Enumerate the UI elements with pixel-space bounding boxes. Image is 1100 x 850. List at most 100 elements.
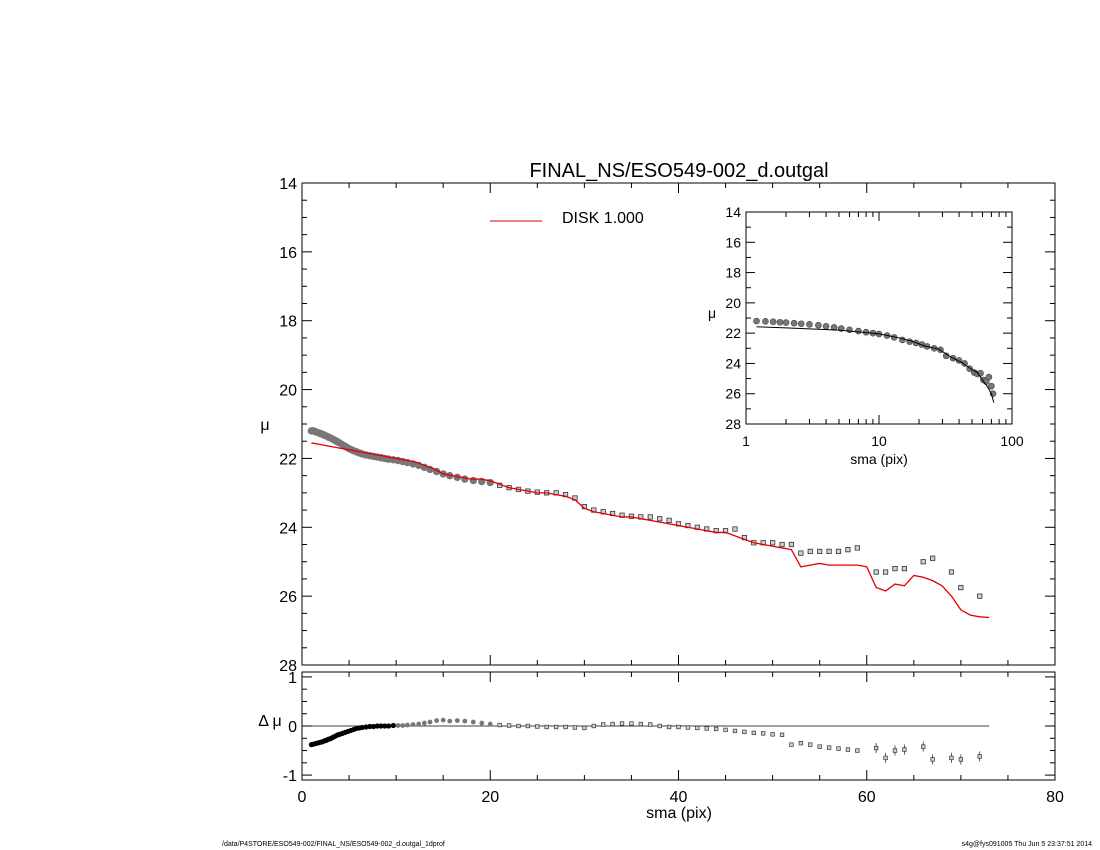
residual-point [949, 755, 954, 761]
residual-point [845, 747, 851, 752]
inset-y-tick-label: 14 [725, 204, 741, 220]
data-point [930, 555, 936, 561]
residual-point [826, 745, 832, 750]
residual-y-axis-label: Δ μ [258, 713, 281, 730]
residual-point [400, 723, 406, 728]
residual-point [874, 745, 879, 751]
residual-point [779, 732, 785, 737]
residual-point [382, 723, 388, 729]
data-point [788, 541, 795, 548]
residual-point [374, 723, 380, 729]
data-point [657, 516, 663, 522]
residual-panel: 10-10 20 40 60 80 Δ μ sma (pix) [258, 670, 1064, 822]
inset-x-tick-label: 10 [871, 433, 887, 449]
residual-point [390, 722, 396, 729]
chart-title: FINAL_NS/ESO549-002_d.outgal [529, 160, 828, 182]
residual-point [732, 728, 738, 734]
residual-point [761, 731, 766, 736]
inset-data-point [846, 326, 853, 334]
residual-point [440, 717, 446, 723]
data-point [845, 547, 851, 553]
residual-point [789, 742, 794, 747]
residual-point [798, 741, 804, 746]
main-series [307, 427, 990, 619]
residual-point [883, 755, 888, 761]
residual-point [958, 757, 964, 762]
data-point [920, 559, 926, 565]
residual-point [676, 724, 681, 730]
data-point [835, 548, 842, 554]
data-point [666, 517, 672, 524]
data-point [779, 541, 785, 548]
residual-point [405, 722, 410, 728]
data-point [958, 584, 964, 591]
main-yticklabels: 14 16 18 20 22 24 26 28 [279, 176, 297, 675]
residual-point [657, 723, 662, 729]
residual-point [723, 727, 728, 733]
inset-y-axis-label: μ [708, 305, 716, 321]
residual-point [563, 724, 568, 730]
inset-data-point [985, 373, 993, 381]
main-ticks [301, 182, 1056, 666]
residual-point [535, 724, 540, 729]
inset-y-tick-label: 26 [725, 386, 741, 402]
data-point [770, 540, 776, 546]
x-axis-label: sma (pix) [646, 805, 712, 822]
residual-point [454, 718, 460, 723]
residual-point [378, 723, 384, 729]
main-y-tick-label: 28 [279, 658, 297, 675]
main-y-tick-label: 22 [279, 451, 297, 468]
residual-point [666, 724, 672, 730]
legend-label: DISK 1.000 [562, 210, 644, 227]
inset-data-point [790, 319, 798, 327]
residual-point [619, 721, 625, 726]
residual-point [704, 726, 709, 731]
disk-model-line [311, 442, 990, 619]
residual-point [930, 757, 935, 762]
residual-point [921, 744, 926, 749]
inset-model-line [756, 326, 995, 403]
residual-point [421, 720, 427, 726]
x-tick-label: 40 [670, 789, 688, 806]
data-point [854, 545, 860, 551]
inset-x-tick-label: 100 [1000, 433, 1024, 449]
main-y-axis-label: μ [260, 417, 269, 434]
inset-ticklabels: 14 16 18 20 22 24 26 281 10 100 [725, 204, 1023, 449]
inset-data-point [769, 318, 777, 326]
residual-point [385, 723, 392, 729]
data-point [873, 569, 879, 575]
data-point [469, 476, 478, 485]
residual-point [601, 722, 606, 727]
inset-data-point [782, 319, 790, 326]
residual-point [610, 721, 615, 727]
inset-y-tick-label: 20 [725, 295, 741, 311]
main-y-tick-label: 18 [279, 314, 297, 331]
residual-point [695, 725, 700, 731]
residual-point [416, 721, 422, 727]
residual-series [308, 717, 990, 765]
residual-y-tick-label: 1 [288, 670, 297, 687]
data-point [807, 548, 813, 554]
residual-point [817, 744, 822, 749]
residual-point [544, 724, 549, 730]
residual-point [487, 721, 493, 727]
residual-point [479, 720, 485, 726]
main-y-tick-label: 24 [279, 520, 297, 537]
inset-axes-frame [745, 211, 1013, 425]
data-point [817, 548, 823, 554]
data-point [948, 569, 955, 575]
main-y-tick-label: 14 [279, 176, 297, 193]
residual-point [516, 723, 521, 729]
inset-data-point [815, 321, 822, 329]
residual-point [525, 723, 531, 729]
residual-y-tick-label: -1 [283, 768, 297, 785]
inset-data-point [806, 321, 813, 328]
residual-point [470, 719, 476, 725]
residual-point [751, 730, 756, 736]
data-point [977, 593, 983, 599]
residual-point [410, 722, 416, 727]
inset-data-point [822, 323, 830, 330]
inset-y-tick-label: 16 [725, 234, 741, 250]
inset-data-point [988, 382, 995, 390]
